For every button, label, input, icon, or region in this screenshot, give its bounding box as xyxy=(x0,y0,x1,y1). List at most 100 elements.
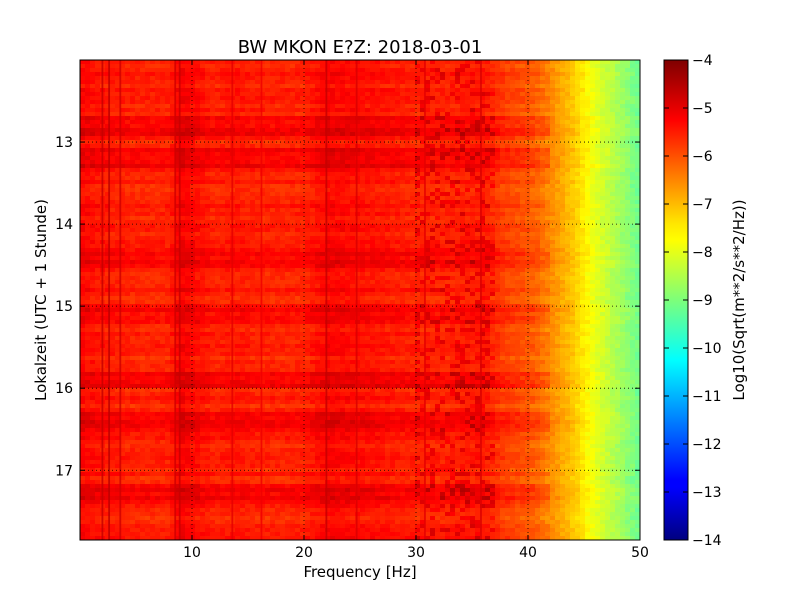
heatmap-cell xyxy=(295,132,301,137)
heatmap-cell xyxy=(350,112,356,117)
heatmap-cell xyxy=(440,172,446,177)
heatmap-cell xyxy=(470,228,476,233)
heatmap-cell xyxy=(615,188,621,193)
heatmap-cell xyxy=(265,84,271,89)
heatmap-cell xyxy=(300,124,306,129)
heatmap-cell xyxy=(620,92,626,97)
heatmap-cell xyxy=(130,216,136,221)
heatmap-cell xyxy=(570,172,576,177)
heatmap-cell xyxy=(495,64,501,69)
heatmap-cell xyxy=(485,148,491,153)
heatmap-cell xyxy=(270,128,276,133)
heatmap-cell xyxy=(155,88,161,93)
heatmap-cell xyxy=(495,124,501,129)
heatmap-cell xyxy=(465,112,471,117)
heatmap-cell xyxy=(140,140,146,145)
heatmap-cell xyxy=(590,160,596,165)
heatmap-cell xyxy=(155,204,161,209)
heatmap-cell xyxy=(395,80,401,85)
heatmap-cell xyxy=(620,192,626,197)
heatmap-cell xyxy=(575,124,581,129)
heatmap-cell xyxy=(245,72,251,77)
heatmap-cell xyxy=(330,192,336,197)
heatmap-cell xyxy=(520,88,526,93)
heatmap-cell xyxy=(530,176,536,181)
heatmap-cell xyxy=(95,212,101,217)
heatmap-cell xyxy=(565,208,571,213)
heatmap-cell xyxy=(470,100,476,105)
heatmap-cell xyxy=(355,212,361,217)
heatmap-cell xyxy=(345,216,351,221)
heatmap-cell xyxy=(320,60,326,65)
heatmap-cell xyxy=(300,228,306,233)
heatmap-cell xyxy=(155,80,161,85)
heatmap-cell xyxy=(420,80,426,85)
heatmap-cell xyxy=(190,176,196,181)
heatmap-cell xyxy=(360,168,366,173)
heatmap-cell xyxy=(220,80,226,85)
heatmap-cell xyxy=(195,128,201,133)
heatmap-cell xyxy=(90,68,96,73)
heatmap-cell xyxy=(155,216,161,221)
heatmap-cell xyxy=(105,164,111,169)
heatmap-cell xyxy=(385,104,391,109)
heatmap-cell xyxy=(275,64,281,69)
heatmap-cell xyxy=(495,88,501,93)
heatmap-cell xyxy=(445,88,451,93)
heatmap-cell xyxy=(535,148,541,153)
heatmap-cell xyxy=(195,232,201,237)
heatmap-cell xyxy=(465,204,471,209)
heatmap-cell xyxy=(475,88,481,93)
heatmap-cell xyxy=(225,236,231,241)
heatmap-cell xyxy=(315,184,321,189)
heatmap-cell xyxy=(245,120,251,125)
heatmap-cell xyxy=(260,156,266,161)
heatmap-cell xyxy=(520,152,526,157)
heatmap-cell xyxy=(560,92,566,97)
heatmap-cell xyxy=(290,220,296,225)
heatmap-cell xyxy=(540,196,546,201)
heatmap-cell xyxy=(205,224,211,229)
heatmap-cell xyxy=(615,60,621,65)
heatmap-cell xyxy=(535,80,541,85)
heatmap-cell xyxy=(335,64,341,69)
heatmap-cell xyxy=(80,212,86,217)
heatmap-cell xyxy=(580,136,586,141)
heatmap-cell xyxy=(270,208,276,213)
heatmap-cell xyxy=(580,192,586,197)
heatmap-cell xyxy=(385,156,391,161)
heatmap-cell xyxy=(560,172,566,177)
heatmap-cell xyxy=(505,136,511,141)
heatmap-cell xyxy=(115,172,121,177)
heatmap-cell xyxy=(170,72,176,77)
heatmap-cell xyxy=(600,152,606,157)
heatmap-cell xyxy=(95,232,101,237)
heatmap-cell xyxy=(620,128,626,133)
heatmap-cell xyxy=(280,196,286,201)
heatmap-cell xyxy=(360,88,366,93)
heatmap-cell xyxy=(460,172,466,177)
heatmap-cell xyxy=(620,176,626,181)
heatmap-cell xyxy=(590,232,596,237)
heatmap-cell xyxy=(430,144,436,149)
heatmap-cell xyxy=(250,220,256,225)
heatmap-cell xyxy=(575,100,581,105)
heatmap-cell xyxy=(240,184,246,189)
heatmap-cell xyxy=(420,112,426,117)
heatmap-cell xyxy=(90,200,96,205)
heatmap-cell xyxy=(455,220,461,225)
heatmap-cell xyxy=(235,220,241,225)
heatmap-cell xyxy=(525,124,531,129)
heatmap-cell xyxy=(630,184,636,189)
heatmap-cell xyxy=(140,228,146,233)
heatmap-cell xyxy=(600,76,606,81)
heatmap-cell xyxy=(275,72,281,77)
heatmap-cell xyxy=(405,184,411,189)
heatmap-cell xyxy=(345,100,351,105)
heatmap-cell xyxy=(155,200,161,205)
heatmap-cell xyxy=(295,124,301,129)
heatmap-cell xyxy=(235,112,241,117)
heatmap-cell xyxy=(425,160,431,165)
heatmap-cell xyxy=(545,168,551,173)
heatmap-cell xyxy=(395,176,401,181)
